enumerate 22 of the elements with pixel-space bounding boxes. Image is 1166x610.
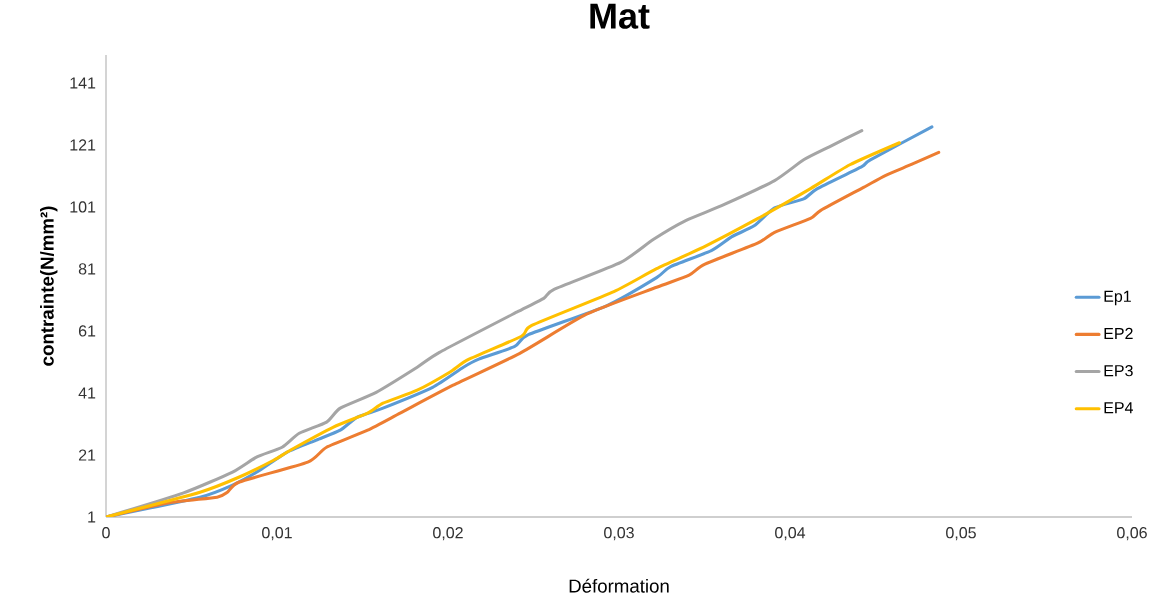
y-tick-label: 61 — [78, 325, 96, 337]
y-tick-label: 41 — [78, 387, 96, 399]
x-tick-label: 0,01 — [262, 527, 292, 541]
legend-label: EP2 — [1104, 327, 1133, 339]
chart-title: Mat — [590, 3, 650, 29]
x-tick-label: 0,06 — [1117, 527, 1147, 541]
y-tick-label: 101 — [70, 201, 96, 213]
legend-label: EP4 — [1104, 402, 1133, 414]
x-axis-title: Déformation — [569, 578, 669, 593]
y-tick-label: 141 — [70, 77, 96, 89]
y-axis-title: contrainte(N/mm²) — [40, 206, 58, 366]
x-tick-label: 0,04 — [775, 527, 806, 541]
x-tick-label: 0,02 — [433, 527, 463, 541]
y-tick-label: 81 — [78, 263, 96, 275]
x-tick-label: 0,03 — [604, 527, 634, 541]
legend-label: EP3 — [1104, 365, 1133, 377]
y-tick-label: 1 — [88, 511, 96, 523]
y-tick-label: 21 — [78, 449, 96, 461]
legend-label: Ep1 — [1104, 290, 1131, 306]
x-tick-label: 0 — [102, 527, 110, 539]
y-tick-label: 121 — [70, 139, 96, 151]
x-tick-label: 0,05 — [946, 527, 976, 541]
